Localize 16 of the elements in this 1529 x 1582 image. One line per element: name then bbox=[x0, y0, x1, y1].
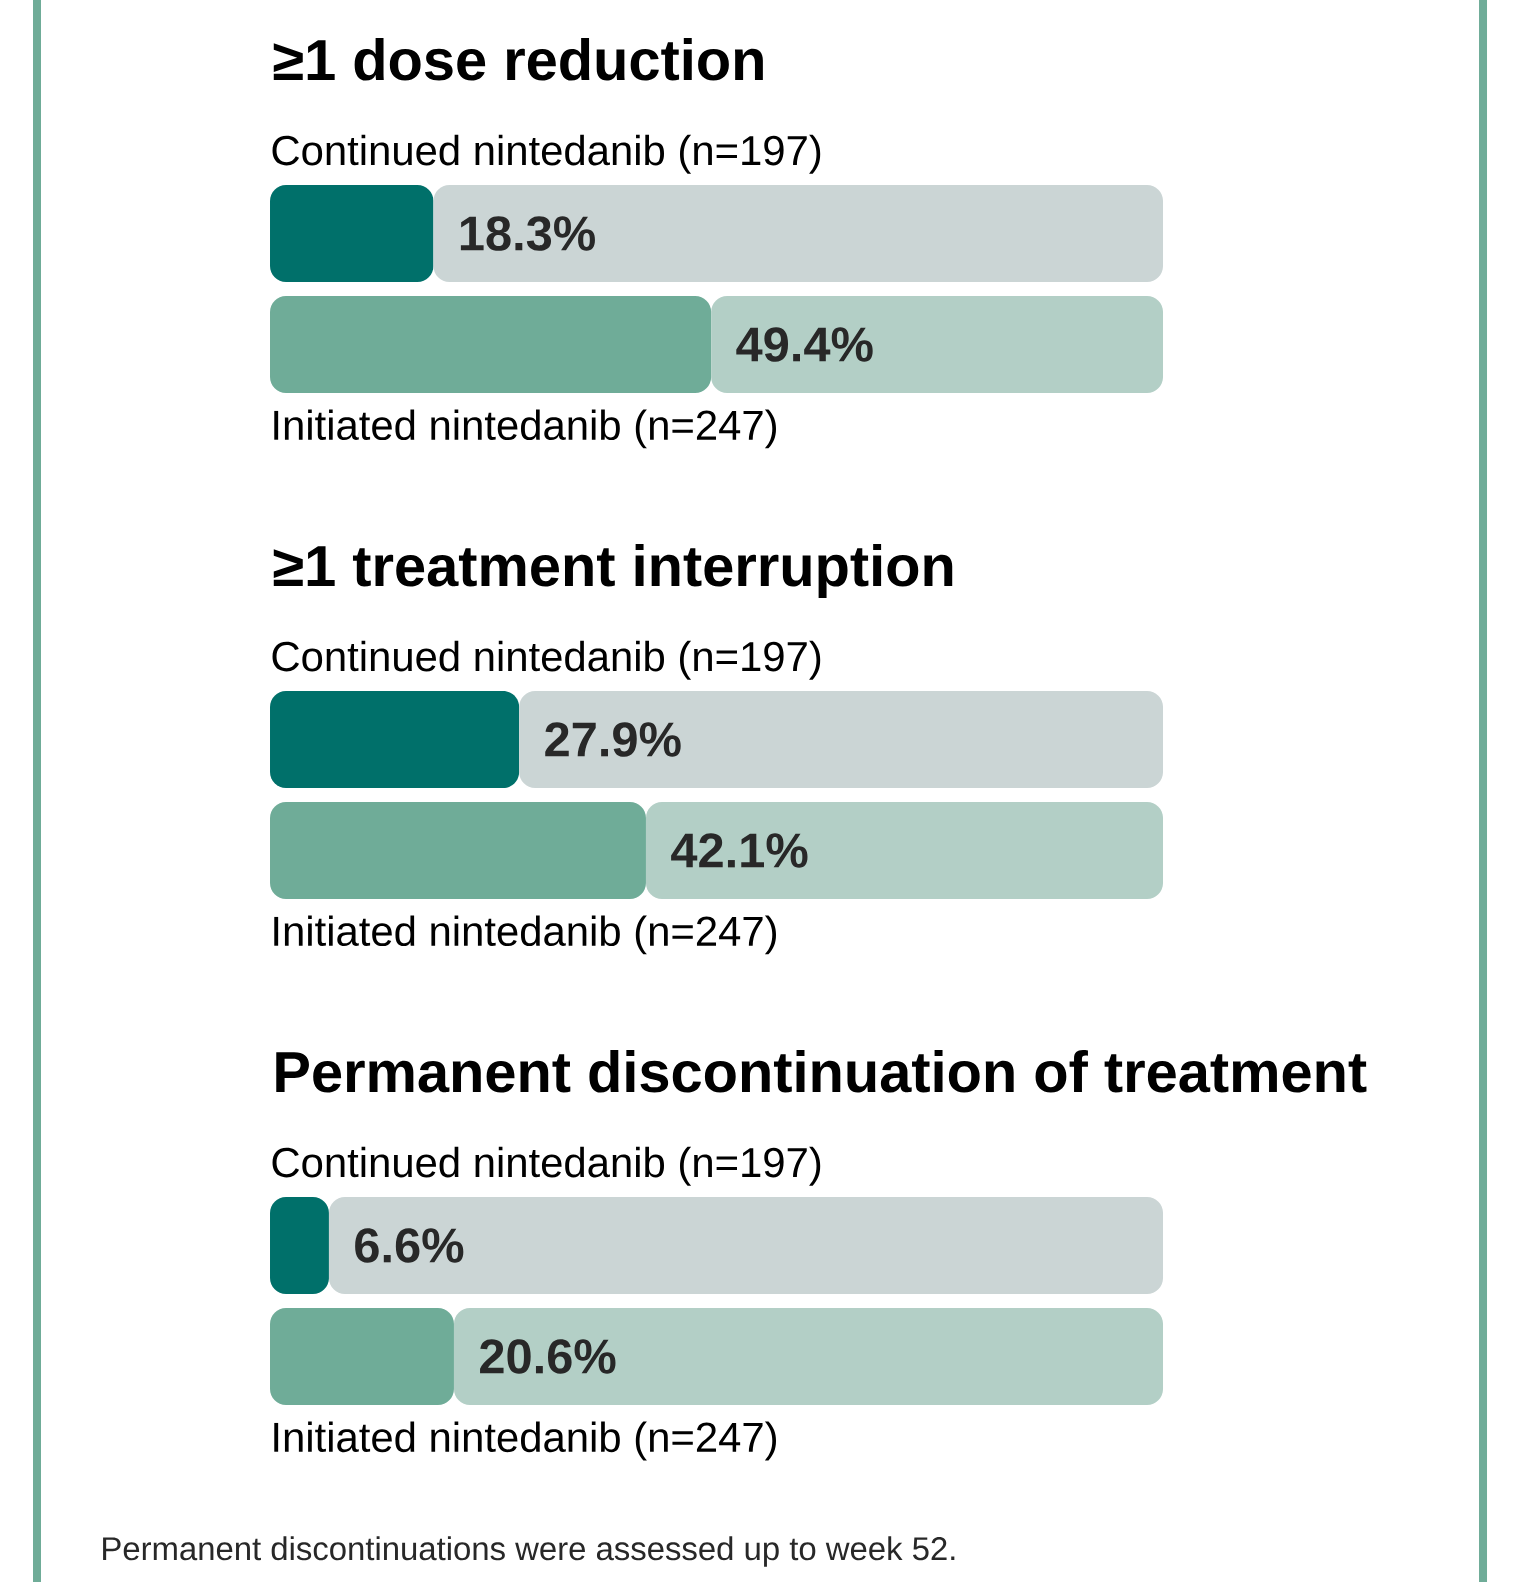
category-label: Continued nintedanib (n=197) bbox=[272, 134, 821, 174]
category-label: Initiated nintedanib (n=247) bbox=[274, 1421, 776, 1461]
annotation: Permanent discontinuations were assessed up to week 52. bbox=[103, 1536, 955, 1567]
chart-title: ≥1 treatment interruption bbox=[273, 544, 953, 598]
category-label: Continued nintedanib (n=197) bbox=[272, 1146, 821, 1186]
data-label: 6.6% bbox=[355, 1228, 464, 1263]
data-label: 27.9% bbox=[545, 722, 681, 757]
chart-title: ≥1 dose reduction bbox=[273, 38, 763, 81]
category-label: Initiated nintedanib (n=247) bbox=[274, 409, 776, 449]
category-label: Continued nintedanib (n=197) bbox=[272, 640, 821, 680]
category-label: Initiated nintedanib (n=247) bbox=[274, 915, 776, 955]
data-label: 18.3% bbox=[460, 216, 595, 251]
data-label: 49.4% bbox=[736, 327, 873, 362]
chart-title: Permanent discontinuation of treatment bbox=[276, 1050, 1367, 1093]
data-label: 42.1% bbox=[671, 833, 808, 868]
data-label: 20.6% bbox=[480, 1339, 616, 1374]
